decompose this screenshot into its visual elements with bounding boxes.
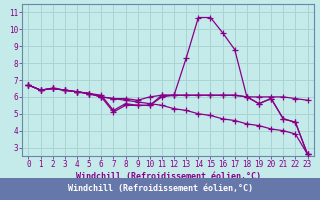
Text: Windchill (Refroidissement éolien,°C): Windchill (Refroidissement éolien,°C) [68, 184, 252, 194]
X-axis label: Windchill (Refroidissement éolien,°C): Windchill (Refroidissement éolien,°C) [76, 172, 260, 181]
